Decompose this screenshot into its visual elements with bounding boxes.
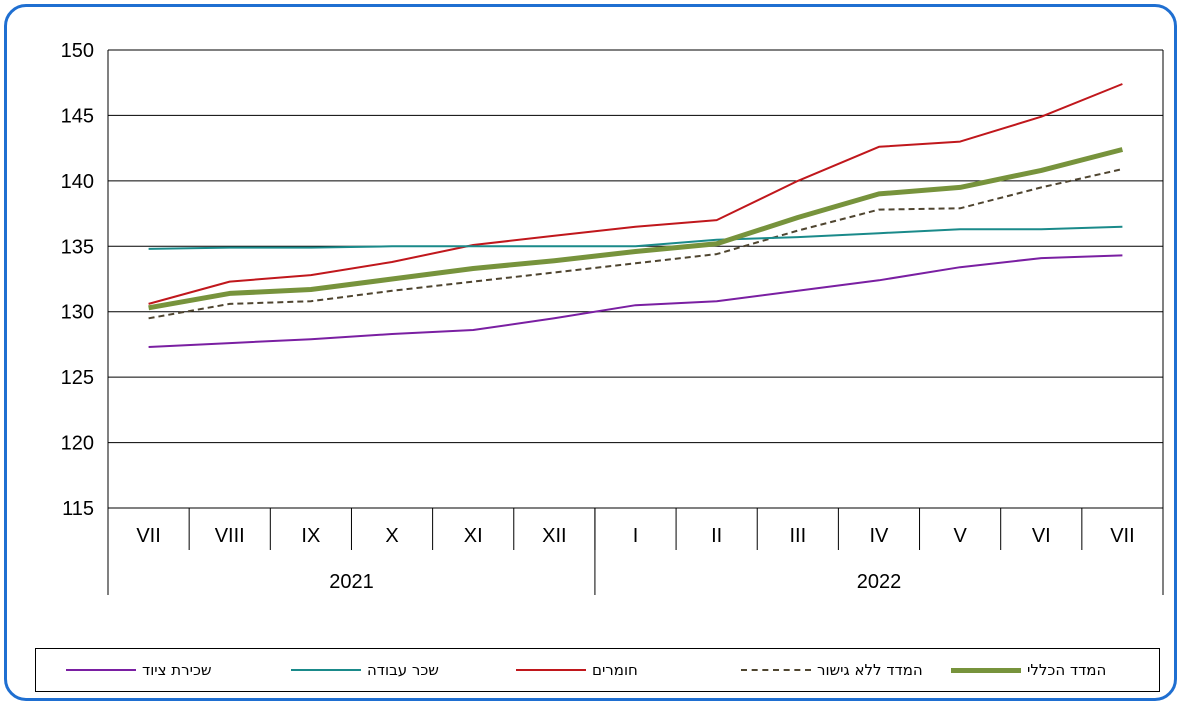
y-tick-label: 120 [61, 433, 94, 455]
y-tick-label: 150 [61, 40, 94, 62]
legend-swatch [291, 669, 361, 671]
x-tick-label: X [385, 525, 398, 547]
x-tick-label: III [789, 525, 806, 547]
y-tick-label: 135 [61, 236, 94, 258]
legend-item: המדד ללא גישור [741, 660, 923, 680]
x-tick-label: VI [1032, 525, 1051, 547]
series-line-1 [148, 147, 1124, 311]
legend-label: חומרים [592, 661, 638, 679]
year-labels: 2021 2022 [329, 571, 901, 593]
x-tick-label: IX [301, 525, 320, 547]
year-label: 2022 [857, 571, 902, 593]
legend: המדד הכללי המדד ללא גישור חומרים שכר עבודה ש… [35, 648, 1160, 692]
legend-label: המדד הכללי [1027, 661, 1107, 679]
x-tick-label: II [711, 525, 722, 547]
y-tick-labels: 115 120 125 130 135 140 145 150 [61, 40, 94, 520]
x-tick-label: V [953, 525, 967, 547]
y-tick-label: 145 [61, 105, 94, 127]
x-tick-label: VII [136, 525, 160, 547]
x-tick-label: I [633, 525, 639, 547]
legend-item: המדד הכללי [951, 660, 1106, 680]
x-tick-labels: VII VIII IX X XI XII I II III IV V VI VII [136, 525, 1134, 547]
x-tick-label: IV [870, 525, 890, 547]
series-line-4 [148, 225, 1123, 250]
year-label: 2021 [329, 571, 374, 593]
x-tick-label: XI [464, 525, 483, 547]
x-tick-label: XII [542, 525, 566, 547]
legend-swatch [66, 669, 136, 671]
y-tick-label: 125 [61, 367, 94, 389]
series-line-3 [148, 83, 1123, 305]
legend-swatch [951, 667, 1021, 673]
y-tick-label: 130 [61, 302, 94, 324]
legend-item: חומרים [516, 660, 638, 680]
legend-swatch [516, 669, 586, 671]
legend-label: המדד ללא גישור [817, 661, 923, 679]
legend-label: שכירת ציוד [142, 661, 212, 679]
x-tick-label: VII [1110, 525, 1134, 547]
series-lines [148, 83, 1124, 348]
series-line-5 [148, 254, 1123, 348]
legend-swatch [741, 669, 811, 671]
legend-item: שכירת ציוד [66, 660, 212, 680]
chart-frame [4, 4, 1177, 701]
series-line-2 [148, 168, 1123, 320]
legend-item: שכר עבודה [291, 660, 439, 680]
axes [107, 50, 1164, 595]
legend-label: שכר עבודה [367, 661, 439, 679]
y-tick-label: 140 [61, 171, 94, 193]
x-tick-label: VIII [215, 525, 245, 547]
y-tick-label: 115 [62, 498, 94, 520]
